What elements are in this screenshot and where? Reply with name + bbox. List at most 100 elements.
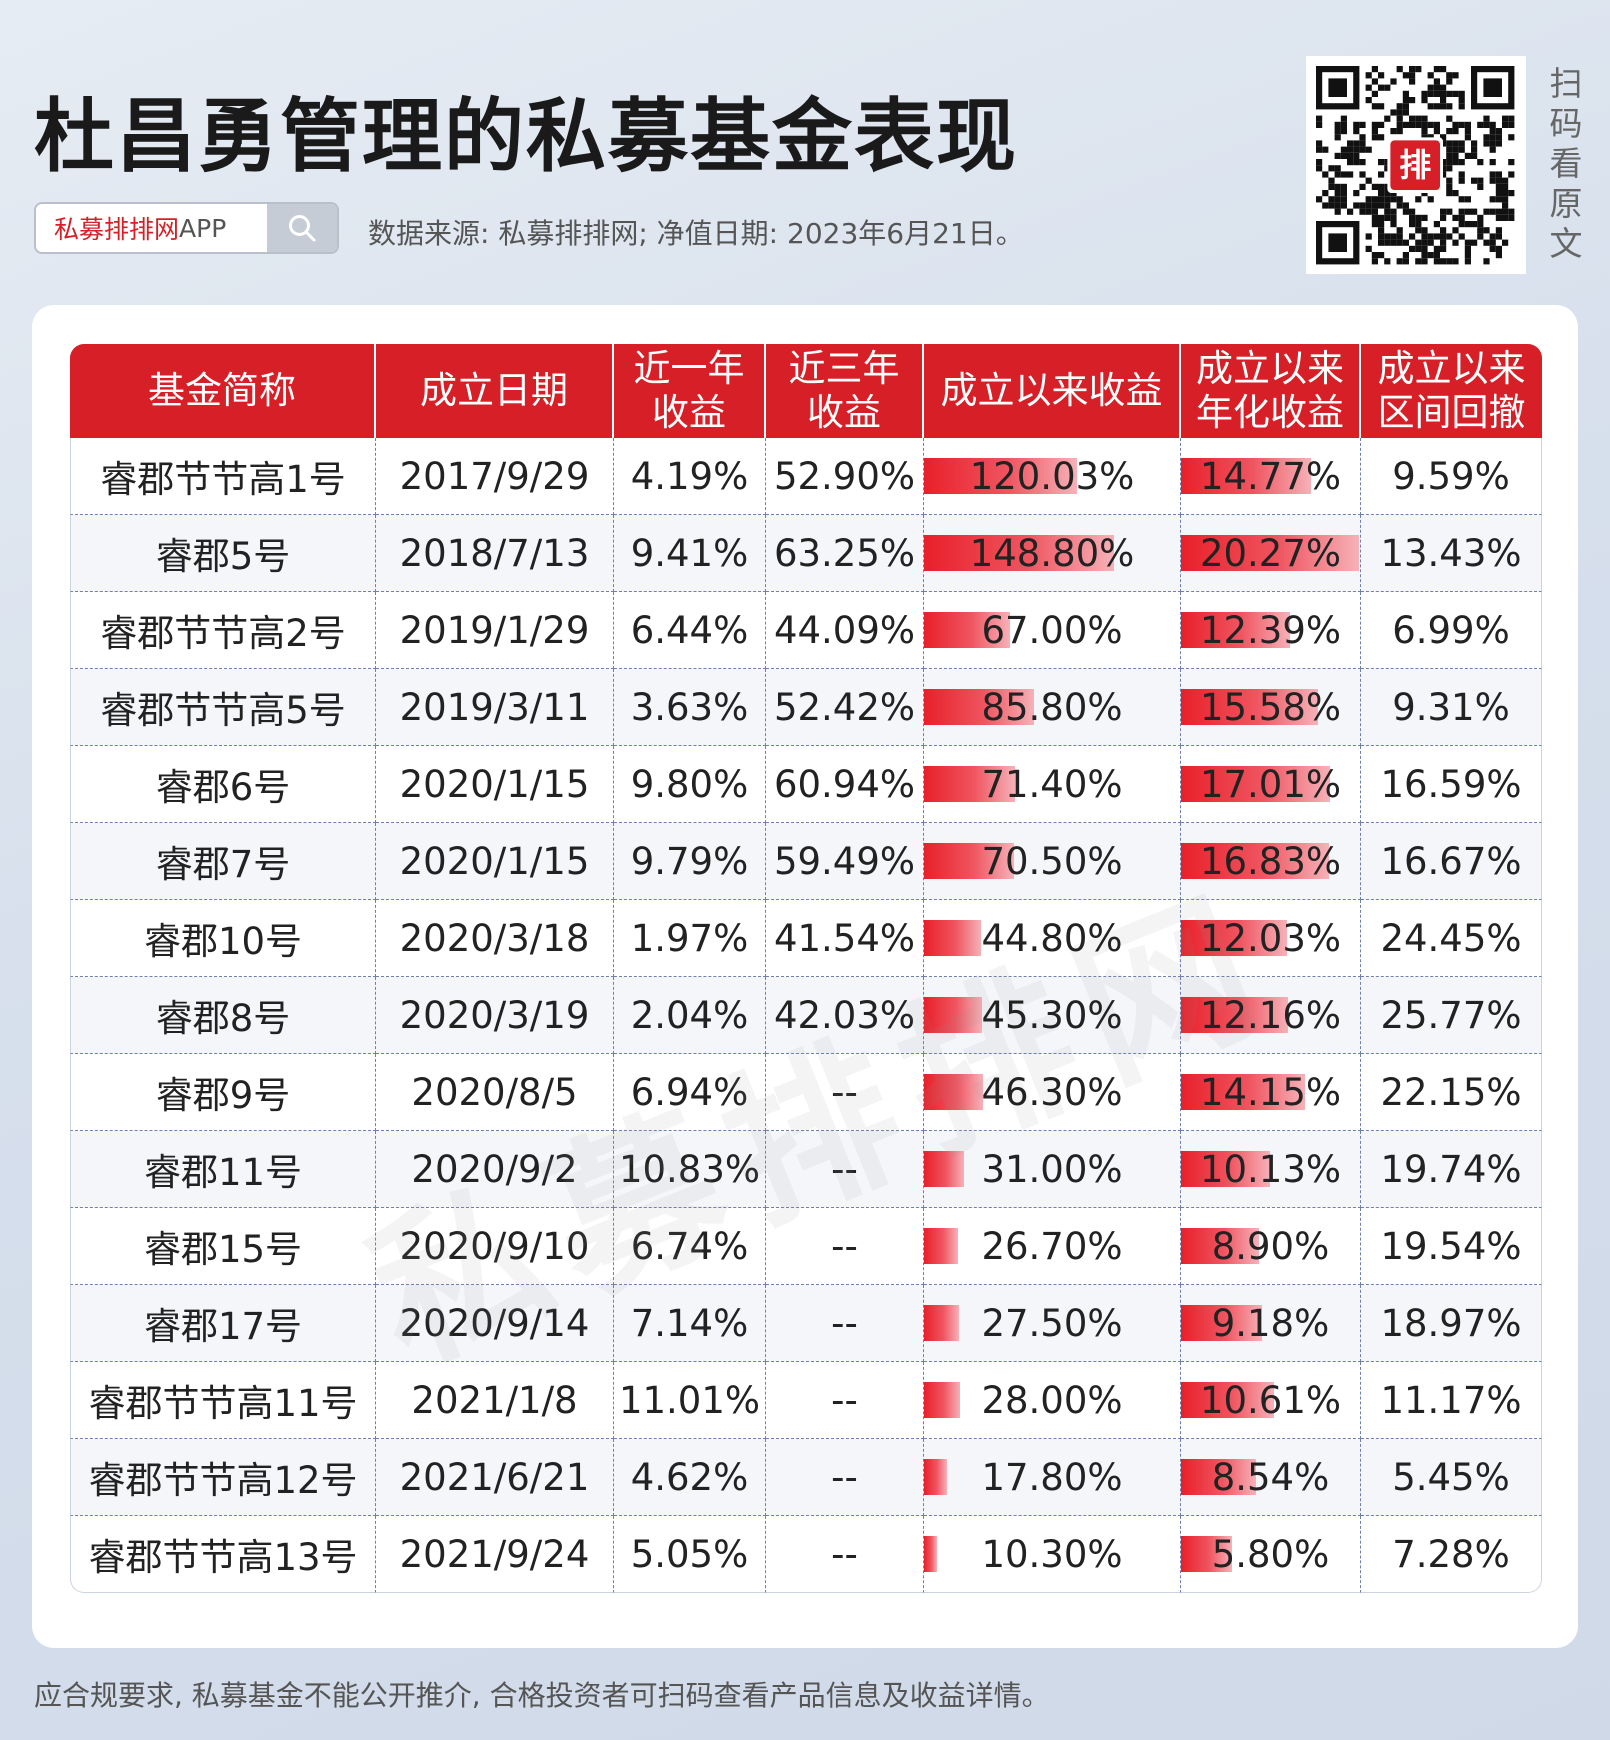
table-row[interactable]: 睿郡节节高2号 2019/1/29 6.44% 44.09% 67.00% 12.39% 6…: [70, 592, 1542, 669]
return-bar: [924, 1151, 964, 1187]
return-bar: [924, 920, 982, 956]
inception-date-cell: 2017/9/29: [376, 438, 614, 515]
table-row[interactable]: 睿郡7号 2020/1/15 9.79% 59.49% 70.50% 16.83% 16.6…: [70, 823, 1542, 900]
table-row[interactable]: 睿郡8号 2020/3/19 2.04% 42.03% 45.30% 12.16% 25.7…: [70, 977, 1542, 1054]
search-text[interactable]: 私募排排网 APP: [36, 204, 267, 252]
one-year-return-cell: 6.94%: [614, 1054, 766, 1131]
qr-code[interactable]: 排: [1306, 56, 1526, 274]
qr-side-char: 扫: [1549, 64, 1583, 103]
return-bar: [1181, 1459, 1256, 1495]
return-value: 12.03%: [1199, 916, 1342, 960]
inception-date-cell: 2020/9/14: [376, 1285, 614, 1362]
return-value: 85.80%: [981, 685, 1123, 729]
data-source-text: 数据来源: 私募排排网; 净值日期: 2023年6月21日。: [368, 217, 1024, 250]
table-body: 睿郡节节高1号 2017/9/29 4.19% 52.90% 120.03% 14.77%…: [70, 438, 1542, 1593]
table-row[interactable]: 睿郡17号 2020/9/14 7.14% -- 27.50% 9.18% 18.97%: [70, 1285, 1542, 1362]
three-year-return-cell: --: [766, 1131, 924, 1208]
return-bar: [1181, 458, 1311, 494]
max-drawdown-cell: 19.74%: [1361, 1131, 1542, 1208]
table-row[interactable]: 睿郡节节高1号 2017/9/29 4.19% 52.90% 120.03% 14.77%…: [70, 438, 1542, 515]
fund-name-cell: 睿郡5号: [70, 515, 376, 592]
column-header-text: 近三年: [788, 347, 900, 390]
return-bar: [924, 1228, 958, 1264]
return-bar: [924, 612, 1010, 648]
max-drawdown-cell: 9.59%: [1361, 438, 1542, 515]
column-header: 成立以来收益: [924, 344, 1181, 438]
table-row[interactable]: 睿郡9号 2020/8/5 6.94% -- 46.30% 14.15% 22.15%: [70, 1054, 1542, 1131]
table-row[interactable]: 睿郡5号 2018/7/13 9.41% 63.25% 148.80% 20.27% 13.…: [70, 515, 1542, 592]
return-value: 10.61%: [1199, 1378, 1342, 1422]
annualized-return-cell: 17.01%: [1181, 746, 1361, 823]
three-year-return-cell: 44.09%: [766, 592, 924, 669]
column-header: 近一年 收益: [614, 344, 766, 438]
return-bar: [1181, 1382, 1275, 1418]
max-drawdown-cell: 19.54%: [1361, 1208, 1542, 1285]
max-drawdown-cell: 16.59%: [1361, 746, 1542, 823]
return-value: 20.27%: [1199, 531, 1342, 575]
return-value: 17.01%: [1199, 762, 1342, 806]
fund-name-cell: 睿郡节节高11号: [70, 1362, 376, 1439]
table-row[interactable]: 睿郡节节高13号 2021/9/24 5.05% -- 10.30% 5.80% 7.28%: [70, 1516, 1542, 1593]
return-bar: [1181, 920, 1287, 956]
annualized-return-cell: 14.15%: [1181, 1054, 1361, 1131]
search-button[interactable]: [267, 204, 337, 252]
column-header-text: 成立以来收益: [940, 369, 1163, 412]
return-value: 10.30%: [981, 1532, 1123, 1576]
table-row[interactable]: 睿郡11号 2020/9/2 10.83% -- 31.00% 10.13% 19.74%: [70, 1131, 1542, 1208]
one-year-return-cell: 1.97%: [614, 900, 766, 977]
fund-name-cell: 睿郡节节高5号: [70, 669, 376, 746]
qr-side-char: 看: [1549, 144, 1583, 183]
qr-side-label: 扫 码 看 原 文: [1546, 64, 1586, 264]
three-year-return-cell: 60.94%: [766, 746, 924, 823]
max-drawdown-cell: 6.99%: [1361, 592, 1542, 669]
table-row[interactable]: 睿郡15号 2020/9/10 6.74% -- 26.70% 8.90% 19.54%: [70, 1208, 1542, 1285]
three-year-return-cell: --: [766, 1285, 924, 1362]
fund-name-cell: 睿郡节节高1号: [70, 438, 376, 515]
fund-name-cell: 睿郡节节高12号: [70, 1439, 376, 1516]
return-bar: [924, 1074, 984, 1110]
column-header: 成立日期: [376, 344, 614, 438]
return-bar: [924, 766, 1016, 802]
since-inception-return-cell: 44.80%: [924, 900, 1181, 977]
search-box[interactable]: 私募排排网 APP: [34, 202, 339, 254]
return-bar: [924, 1536, 938, 1572]
qr-side-char: 原: [1549, 184, 1583, 223]
return-value: 14.77%: [1199, 454, 1342, 498]
three-year-return-cell: --: [766, 1054, 924, 1131]
fund-table: 基金简称 成立日期 近一年 收益 近三年 收益 成立以来收益 成立以来 年化收益 成立以来 区间回撤…: [70, 344, 1542, 1593]
inception-date-cell: 2020/1/15: [376, 823, 614, 900]
return-value: 67.00%: [981, 608, 1123, 652]
qr-logo-text: 排: [1399, 146, 1431, 184]
one-year-return-cell: 11.01%: [614, 1362, 766, 1439]
column-header-text: 收益: [652, 391, 726, 434]
table-row[interactable]: 睿郡节节高11号 2021/1/8 11.01% -- 28.00% 10.61% 11.1…: [70, 1362, 1542, 1439]
table-row[interactable]: 睿郡节节高12号 2021/6/21 4.62% -- 17.80% 8.54% 5.45%: [70, 1439, 1542, 1516]
table-row[interactable]: 睿郡10号 2020/3/18 1.97% 41.54% 44.80% 12.03% 24.…: [70, 900, 1542, 977]
max-drawdown-cell: 11.17%: [1361, 1362, 1542, 1439]
return-value: 8.54%: [1211, 1455, 1330, 1499]
max-drawdown-cell: 18.97%: [1361, 1285, 1542, 1362]
fund-name-cell: 睿郡8号: [70, 977, 376, 1054]
column-header: 基金简称: [70, 344, 376, 438]
return-value: 26.70%: [981, 1224, 1123, 1268]
return-value: 120.03%: [969, 454, 1135, 498]
fund-name-cell: 睿郡10号: [70, 900, 376, 977]
qr-side-char: 码: [1549, 104, 1583, 143]
one-year-return-cell: 9.80%: [614, 746, 766, 823]
inception-date-cell: 2021/6/21: [376, 1439, 614, 1516]
column-header-text: 年化收益: [1196, 391, 1344, 434]
return-bar: [1181, 997, 1288, 1033]
fund-name-cell: 睿郡7号: [70, 823, 376, 900]
annualized-return-cell: 16.83%: [1181, 823, 1361, 900]
max-drawdown-cell: 13.43%: [1361, 515, 1542, 592]
fund-name-cell: 睿郡节节高2号: [70, 592, 376, 669]
inception-date-cell: 2021/1/8: [376, 1362, 614, 1439]
one-year-return-cell: 6.44%: [614, 592, 766, 669]
three-year-return-cell: --: [766, 1208, 924, 1285]
since-inception-return-cell: 28.00%: [924, 1362, 1181, 1439]
table-row[interactable]: 睿郡6号 2020/1/15 9.80% 60.94% 71.40% 17.01% 16.5…: [70, 746, 1542, 823]
since-inception-return-cell: 45.30%: [924, 977, 1181, 1054]
return-value: 9.18%: [1211, 1301, 1330, 1345]
return-value: 8.90%: [1211, 1224, 1330, 1268]
table-row[interactable]: 睿郡节节高5号 2019/3/11 3.63% 52.42% 85.80% 15.58% 9…: [70, 669, 1542, 746]
